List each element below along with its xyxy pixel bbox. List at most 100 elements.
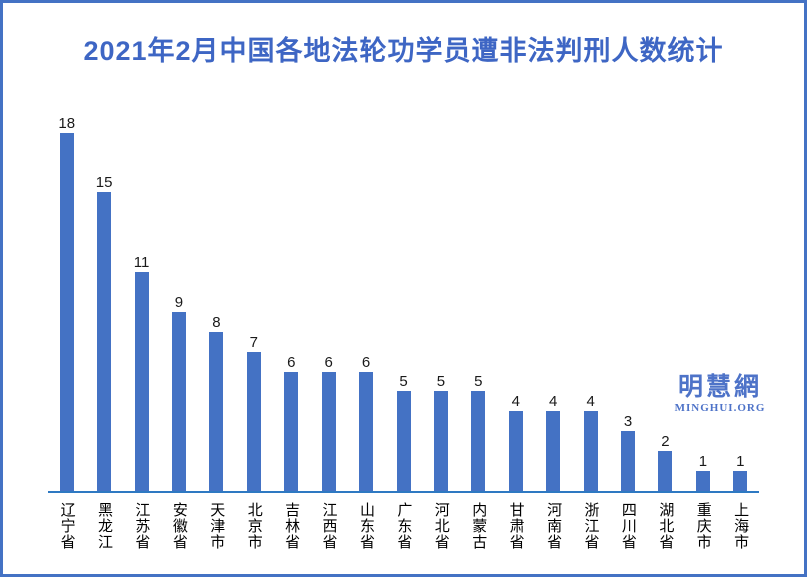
bar-value-label: 5: [399, 373, 408, 390]
bar: [695, 471, 710, 491]
x-axis-label: 四川省: [609, 502, 646, 550]
bar-value-label: 18: [58, 115, 76, 132]
bar-value-label: 6: [324, 354, 333, 371]
bar-column: 5: [385, 111, 422, 491]
x-axis-label-text: 江苏省: [133, 502, 151, 550]
x-axis-label-text: 河南省: [545, 502, 563, 550]
x-axis-label-text: 辽宁省: [58, 502, 76, 550]
bar-value-label: 3: [623, 413, 633, 430]
x-axis-label: 广东省: [385, 502, 422, 550]
bar-value-label: 9: [174, 294, 184, 311]
x-axis-label: 黑龙江: [85, 502, 122, 550]
bar-value-label: 7: [249, 334, 258, 351]
bar-column: 6: [310, 111, 347, 491]
bar: [97, 192, 112, 491]
bar: [134, 272, 149, 491]
bar-value-label: 1: [736, 453, 745, 470]
bar: [583, 411, 598, 491]
x-axis-label: 天津市: [198, 502, 235, 550]
x-axis-label-text: 北京市: [245, 502, 263, 550]
x-axis-label: 辽宁省: [48, 502, 85, 550]
x-axis-label-text: 广东省: [395, 502, 413, 550]
bar-value-label: 4: [586, 393, 595, 410]
bar: [321, 372, 336, 491]
x-axis-label-text: 吉林省: [283, 502, 301, 550]
bar-column: 4: [497, 111, 534, 491]
x-axis-label: 河南省: [534, 502, 571, 550]
x-axis-label: 河北省: [422, 502, 459, 550]
x-axis-label-text: 内蒙古: [470, 502, 488, 550]
bar-column: 5: [422, 111, 459, 491]
x-axis-label-text: 甘肃省: [507, 502, 525, 550]
bar-value-label: 5: [436, 373, 446, 390]
bar-value-label: 15: [95, 174, 113, 191]
bar-column: 5: [460, 111, 497, 491]
chart-title: 2021年2月中国各地法轮功学员遭非法判刑人数统计: [83, 36, 724, 66]
bar-column: 15: [85, 111, 122, 491]
bar-column: 8: [198, 111, 235, 491]
bar-column: 6: [273, 111, 310, 491]
bar-value-label: 6: [287, 354, 296, 371]
bar: [546, 411, 561, 491]
bar-column: 3: [609, 111, 646, 491]
bar-value-label: 4: [511, 393, 520, 410]
x-axis-label: 北京市: [235, 502, 272, 550]
plot-area: 18 15 11 9 8 7 6 6 6 5 5 5 4 4 4 3 2 1 1 辽宁省 黑龙江 江苏省 安徽省 天津市 北京…: [48, 111, 759, 550]
bar-column: 7: [235, 111, 272, 491]
bar: [171, 312, 186, 491]
x-axis-label: 江苏省: [123, 502, 160, 550]
bar: [508, 411, 523, 491]
x-axis-label: 安徽省: [160, 502, 197, 550]
x-axis-label-text: 湖北省: [657, 502, 675, 550]
x-axis-label: 重庆市: [684, 502, 721, 550]
bar-value-label: 4: [549, 393, 558, 410]
x-axis-label: 湖北省: [647, 502, 684, 550]
x-axis-label-text: 江西省: [320, 502, 338, 550]
bar-value-label: 6: [361, 354, 371, 371]
x-axis-label: 吉林省: [273, 502, 310, 550]
bar: [246, 352, 261, 491]
bars-container: 18 15 11 9 8 7 6 6 6 5 5 5 4 4 4 3 2 1 1: [48, 111, 759, 493]
bar: [59, 133, 74, 491]
x-axis-label-text: 天津市: [208, 502, 226, 550]
bar: [284, 372, 299, 491]
x-axis-labels: 辽宁省 黑龙江 江苏省 安徽省 天津市 北京市 吉林省 江西省 山东省 广东省 河北省 内蒙古 甘肃省 河…: [48, 502, 759, 550]
x-axis-label-text: 黑龙江: [96, 502, 113, 550]
bar: [433, 391, 448, 491]
bar: [209, 332, 224, 491]
bar: [359, 372, 374, 491]
bar-value-label: 2: [661, 433, 670, 450]
bar: [471, 391, 486, 491]
bar: [396, 391, 411, 491]
bar-value-label: 8: [212, 314, 221, 331]
bar-column: 18: [48, 111, 85, 491]
x-axis-label-text: 河北省: [432, 502, 450, 550]
logo-english-text: MINGHUI.ORG: [674, 402, 766, 414]
bar-value-label: 5: [474, 373, 483, 390]
bar-value-label: 1: [698, 453, 708, 470]
bar-value-label: 11: [133, 254, 150, 271]
bar-column: 2: [647, 111, 684, 491]
bar-column: 11: [123, 111, 160, 491]
bar-column: 4: [534, 111, 571, 491]
x-axis-label: 浙江省: [572, 502, 609, 550]
bar-column: 1: [684, 111, 721, 491]
x-axis-label: 江西省: [310, 502, 347, 550]
x-axis-label: 内蒙古: [460, 502, 497, 550]
bar-column: 1: [722, 111, 759, 491]
bar-column: 9: [160, 111, 197, 491]
bar: [658, 451, 673, 491]
x-axis-label: 甘肃省: [497, 502, 534, 550]
x-axis-label-text: 山东省: [357, 502, 375, 550]
x-axis-label-text: 上海市: [732, 502, 750, 550]
bar-column: 4: [572, 111, 609, 491]
x-axis-label-text: 四川省: [619, 502, 637, 550]
x-axis-label: 上海市: [722, 502, 759, 550]
bar: [733, 471, 748, 491]
x-axis-label-text: 安徽省: [170, 502, 188, 550]
minghui-logo: 明慧網 MINGHUI.ORG: [661, 375, 779, 415]
x-axis-label-text: 重庆市: [694, 502, 712, 550]
x-axis-label-text: 浙江省: [582, 502, 600, 550]
x-axis-label: 山东省: [347, 502, 384, 550]
bar-column: 6: [347, 111, 384, 491]
